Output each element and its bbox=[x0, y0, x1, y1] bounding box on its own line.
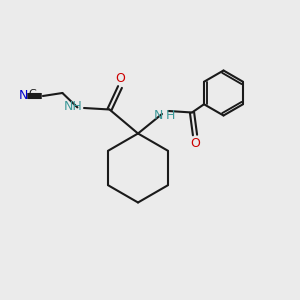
Text: H: H bbox=[166, 109, 175, 122]
Text: C: C bbox=[28, 89, 36, 100]
Text: NH: NH bbox=[64, 100, 83, 113]
Text: N: N bbox=[19, 89, 28, 103]
Text: O: O bbox=[115, 72, 125, 85]
Text: O: O bbox=[190, 137, 200, 150]
Text: N: N bbox=[154, 109, 164, 122]
